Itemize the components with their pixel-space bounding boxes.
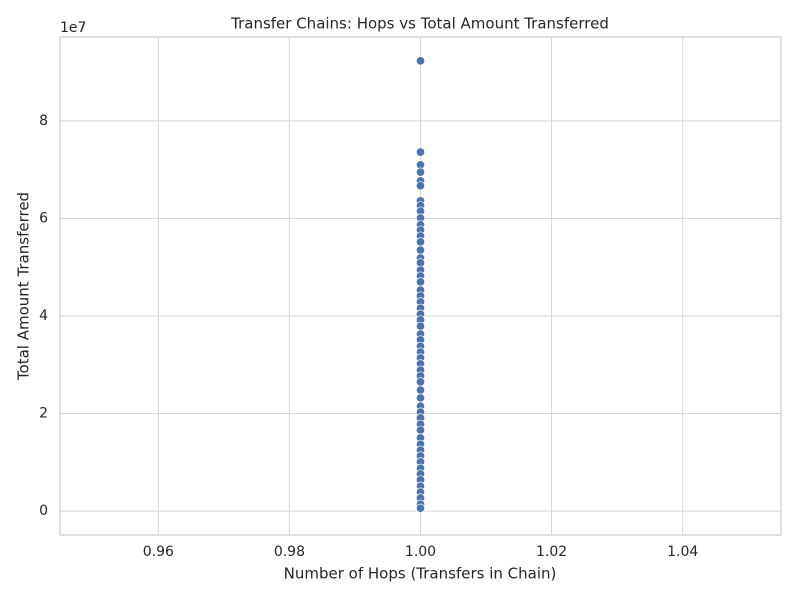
chart-title: Transfer Chains: Hops vs Total Amount Tr… bbox=[230, 15, 609, 33]
x-tick-label: 1.04 bbox=[667, 544, 698, 560]
y-offset-label: 1e7 bbox=[60, 20, 86, 36]
point bbox=[415, 377, 426, 387]
point bbox=[415, 56, 426, 66]
point bbox=[415, 321, 426, 331]
point bbox=[415, 503, 426, 513]
x-tick-label: 1.02 bbox=[536, 544, 567, 560]
point bbox=[415, 237, 426, 247]
x-tick-label: 0.96 bbox=[143, 544, 174, 560]
point bbox=[415, 393, 426, 403]
x-tick-label: 0.98 bbox=[274, 544, 305, 560]
y-tick-label: 8 bbox=[39, 113, 48, 129]
point bbox=[415, 181, 426, 191]
y-tick-label: 2 bbox=[39, 406, 48, 422]
point bbox=[415, 147, 426, 157]
point bbox=[415, 277, 426, 287]
y-tick-label: 0 bbox=[39, 503, 48, 519]
x-axis-label: Number of Hops (Transfers in Chain) bbox=[284, 565, 557, 583]
x-tick-label: 1.00 bbox=[405, 544, 436, 560]
point bbox=[415, 167, 426, 177]
point bbox=[415, 245, 426, 255]
point bbox=[415, 385, 426, 395]
y-tick-label: 4 bbox=[39, 308, 48, 324]
plot-frame bbox=[59, 36, 782, 536]
y-axis-label: Total Amount Transferred bbox=[15, 192, 33, 381]
y-tick-label: 6 bbox=[39, 210, 48, 226]
point bbox=[415, 425, 426, 435]
